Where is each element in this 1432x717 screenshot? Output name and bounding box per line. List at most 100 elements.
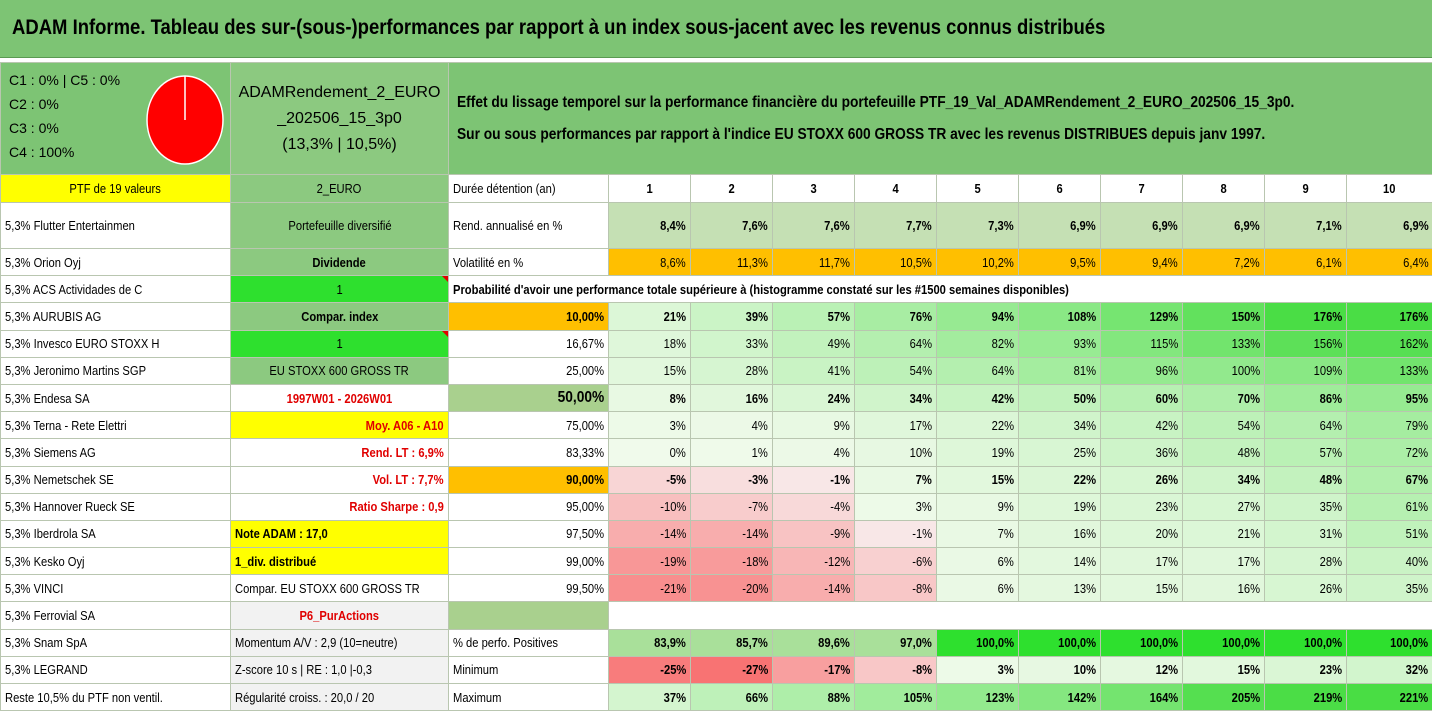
probability-value-text: 67% <box>1405 472 1429 488</box>
vol-value-text: 9,4% <box>1152 254 1178 270</box>
probability-value: 72% <box>1345 438 1432 467</box>
probability-value: 81% <box>1018 356 1101 385</box>
side-info-cell-text: Compar. EU STOXX 600 GROSS TR <box>235 580 420 596</box>
minimum-value-text: -8% <box>912 662 932 678</box>
side-info-cell-text: Vol. LT : 7,7% <box>372 472 444 488</box>
probability-value: 6% <box>936 547 1019 576</box>
duration-label-text: Durée détention (an) <box>453 181 556 196</box>
probability-value: -5% <box>608 465 691 494</box>
side-info-cell-text: Momentum A/V : 2,9 (10=neutre) <box>235 635 398 651</box>
positives-value: 85,7% <box>690 628 773 657</box>
probability-value: -14% <box>772 574 855 603</box>
blank-cell <box>448 601 609 630</box>
prob-header: Probabilité d'avoir une performance tota… <box>447 275 1432 304</box>
probability-value-text: 28% <box>1319 553 1342 569</box>
probability-value: 67% <box>1345 465 1432 494</box>
minimum-value: 15% <box>1182 655 1265 685</box>
positives-label: % de perfo. Positives <box>448 628 609 657</box>
probability-value: 94% <box>936 302 1019 331</box>
probability-value-text: 6% <box>997 553 1014 569</box>
vol-value: 7,2% <box>1182 247 1265 277</box>
duration-label: Durée détention (an) <box>448 174 609 203</box>
probability-value-text: 176% <box>1313 308 1342 324</box>
side-info-cell-text: P6_PurActions <box>299 608 380 624</box>
probability-value: 39% <box>690 302 773 331</box>
minimum-value: -8% <box>854 655 937 685</box>
probability-value: 7% <box>854 465 937 494</box>
rend-value-text: 8,4% <box>660 218 686 233</box>
holding-row-label: 5,3% Hannover Rueck SE <box>0 492 231 521</box>
side-info-cell: Régularité croiss. : 20,0 / 20 <box>230 682 449 712</box>
duration-header-text: 5 <box>974 181 981 196</box>
vol-value-text: 9,5% <box>1070 254 1096 270</box>
maximum-value: 37% <box>608 682 691 712</box>
probability-level-text: 90,00% <box>566 472 604 488</box>
probability-value-text: 86% <box>1319 390 1342 406</box>
holding-row-label: 5,3% Kesko Oyj <box>0 547 231 576</box>
probability-value: 133% <box>1345 356 1432 385</box>
probability-value-text: 6% <box>997 580 1014 596</box>
probability-value: 4% <box>772 438 855 467</box>
minimum-value: 10% <box>1018 655 1101 685</box>
probability-value-text: 0% <box>669 444 686 460</box>
probability-value: -10% <box>608 492 691 521</box>
probability-value-text: 23% <box>1155 499 1178 515</box>
probability-value: 34% <box>1182 465 1265 494</box>
probability-value: -6% <box>854 547 937 576</box>
maximum-value: 221% <box>1345 682 1432 712</box>
probability-value: 76% <box>854 302 937 331</box>
probability-value-text: 22% <box>1073 472 1096 488</box>
probability-value: 54% <box>1182 411 1265 440</box>
probability-value: 17% <box>1182 547 1265 576</box>
probability-value-text: 42% <box>991 390 1014 406</box>
holding-row-label-text: 5,3% Kesko Oyj <box>5 553 85 569</box>
probability-value-text: 17% <box>1237 553 1260 569</box>
probability-value-text: 34% <box>1237 472 1260 488</box>
positives-value-text: 89,6% <box>818 635 850 651</box>
holding-row-label: 5,3% Siemens AG <box>0 438 231 467</box>
probability-value-text: 19% <box>1073 499 1096 515</box>
probability-value-text: 4% <box>833 444 850 460</box>
holding-row-label-text: 5,3% ACS Actividades de C <box>5 281 143 297</box>
duration-header-text: 4 <box>892 181 899 196</box>
rend-value: 6,9% <box>1100 202 1183 249</box>
duration-header-text: 2 <box>728 181 735 196</box>
side-info-cell-text: Ratio Sharpe : 0,9 <box>349 499 444 515</box>
probability-level-text: 99,00% <box>566 553 604 569</box>
probability-value-text: 4% <box>751 417 768 433</box>
probability-level-text: 50,00% <box>557 389 604 407</box>
probability-value-text: -7% <box>748 499 768 515</box>
vol-value: 8,6% <box>608 247 691 277</box>
probability-value: 51% <box>1345 519 1432 549</box>
probability-value-text: 39% <box>745 308 768 324</box>
probability-level: 90,00% <box>448 465 609 494</box>
side-info-cell-text: 1997W01 - 2026W01 <box>286 390 393 406</box>
probability-value-text: 14% <box>1073 553 1096 569</box>
positives-value-text: 83,9% <box>654 635 686 651</box>
holding-row-label-text: 5,3% VINCI <box>5 580 64 596</box>
portfolio-name-line: (13,3% | 10,5%) <box>282 135 397 153</box>
probability-value-text: -18% <box>741 553 768 569</box>
probability-value-text: 17% <box>909 417 932 433</box>
rend-value: 7,3% <box>936 202 1019 249</box>
probability-value: -3% <box>690 465 773 494</box>
probability-value-text: 60% <box>1155 390 1178 406</box>
probability-value: 61% <box>1345 492 1432 521</box>
probability-value-text: 42% <box>1155 417 1178 433</box>
probability-value-text: 76% <box>909 308 932 324</box>
probability-value: 57% <box>1264 438 1347 467</box>
side-info-cell: 1 <box>230 329 449 358</box>
duration-header-text: 6 <box>1056 181 1063 196</box>
probability-value: 28% <box>690 356 773 385</box>
probability-value: 64% <box>1264 411 1347 440</box>
probability-value: 28% <box>1264 547 1347 576</box>
holding-row-label: 5,3% Nemetschek SE <box>0 465 231 494</box>
class-item: C1 : 0% | C5 : 0% <box>9 71 121 88</box>
probability-value-text: 115% <box>1150 336 1178 352</box>
probability-value: 1% <box>690 438 773 467</box>
probability-value-text: 156% <box>1313 336 1342 352</box>
rend-label: Rend. annualisé en % <box>448 202 609 249</box>
probability-value: 6% <box>936 574 1019 603</box>
holding-row-label-text: 5,3% Invesco EURO STOXX H <box>5 336 160 352</box>
